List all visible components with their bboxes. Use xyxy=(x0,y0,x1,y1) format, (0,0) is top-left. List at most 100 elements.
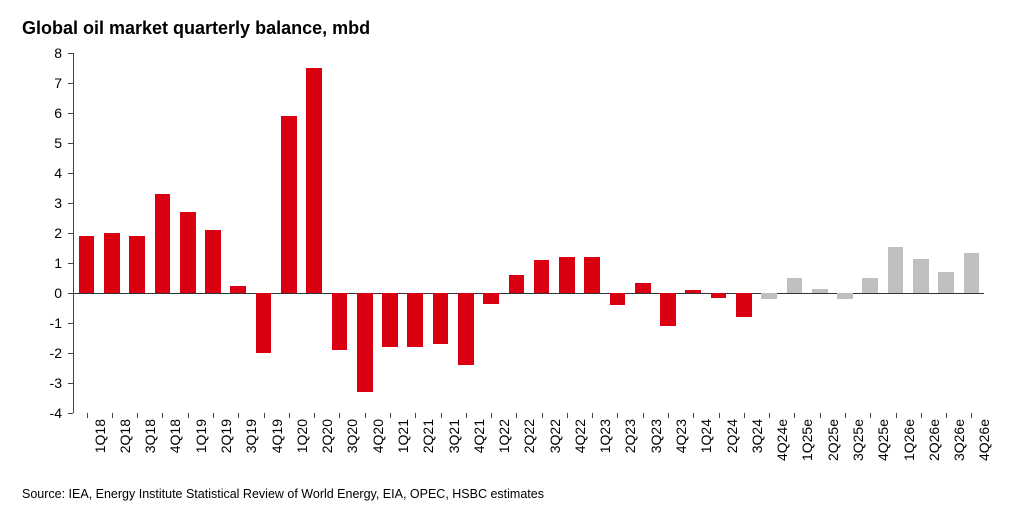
bar xyxy=(230,286,246,294)
x-tick-label: 2Q23 xyxy=(622,419,638,453)
chart-title: Global oil market quarterly balance, mbd xyxy=(22,18,1004,39)
x-tick-label: 2Q24 xyxy=(724,419,740,453)
x-tick-label: 1Q24 xyxy=(698,419,714,453)
x-tick-label: 1Q25e xyxy=(799,419,815,461)
x-tick-mark xyxy=(744,413,745,418)
y-tick-label: 6 xyxy=(54,105,62,121)
x-tick-mark xyxy=(339,413,340,418)
x-tick-mark xyxy=(264,413,265,418)
bar xyxy=(685,290,701,293)
y-tick-mark xyxy=(68,353,73,354)
y-tick-mark xyxy=(68,143,73,144)
x-tick-mark xyxy=(820,413,821,418)
x-tick-label: 3Q25e xyxy=(850,419,866,461)
x-tick-mark xyxy=(238,413,239,418)
x-tick-label: 3Q19 xyxy=(243,419,259,453)
bar xyxy=(635,283,651,294)
y-tick-label: -2 xyxy=(50,345,62,361)
x-tick-label: 3Q20 xyxy=(344,419,360,453)
x-tick-label: 1Q22 xyxy=(496,419,512,453)
x-tick-mark xyxy=(188,413,189,418)
x-tick-mark xyxy=(213,413,214,418)
y-tick-mark xyxy=(68,413,73,414)
x-tick-mark xyxy=(870,413,871,418)
x-tick-label: 2Q21 xyxy=(420,419,436,453)
x-tick-mark xyxy=(567,413,568,418)
x-tick-label: 3Q23 xyxy=(648,419,664,453)
x-tick-mark xyxy=(441,413,442,418)
y-tick-label: 5 xyxy=(54,135,62,151)
bar xyxy=(812,289,828,294)
bar xyxy=(534,260,550,293)
y-tick-label: 2 xyxy=(54,225,62,241)
x-tick-label: 1Q20 xyxy=(294,419,310,453)
x-tick-label: 1Q19 xyxy=(193,419,209,453)
y-tick-mark xyxy=(68,113,73,114)
x-tick-label: 3Q26e xyxy=(951,419,967,461)
chart-container: Global oil market quarterly balance, mbd… xyxy=(0,0,1024,513)
x-tick-mark xyxy=(365,413,366,418)
y-tick-label: -4 xyxy=(50,405,62,421)
x-tick-label: 4Q25e xyxy=(875,419,891,461)
x-tick-label: 4Q23 xyxy=(673,419,689,453)
bar xyxy=(104,233,120,293)
plot-area: -4-3-2-1012345678 1Q182Q183Q184Q181Q192Q… xyxy=(24,53,984,413)
x-tick-mark xyxy=(971,413,972,418)
y-axis: -4-3-2-1012345678 xyxy=(24,53,68,413)
bar xyxy=(155,194,171,293)
y-tick-label: 4 xyxy=(54,165,62,181)
x-tick-mark xyxy=(491,413,492,418)
x-tick-mark xyxy=(794,413,795,418)
x-tick-label: 2Q22 xyxy=(521,419,537,453)
bar xyxy=(559,257,575,293)
x-tick-mark xyxy=(390,413,391,418)
x-tick-mark xyxy=(769,413,770,418)
x-tick-mark xyxy=(668,413,669,418)
bar xyxy=(205,230,221,293)
x-tick-mark xyxy=(415,413,416,418)
x-tick-label: 2Q18 xyxy=(117,419,133,453)
bar xyxy=(382,293,398,347)
y-tick-label: 0 xyxy=(54,285,62,301)
bar xyxy=(332,293,348,350)
bar xyxy=(407,293,423,347)
bar xyxy=(787,278,803,293)
bar xyxy=(433,293,449,344)
x-tick-mark xyxy=(617,413,618,418)
x-tick-mark xyxy=(314,413,315,418)
y-tick-mark xyxy=(68,53,73,54)
bar xyxy=(357,293,373,392)
bar xyxy=(610,293,626,305)
x-tick-label: 1Q23 xyxy=(597,419,613,453)
x-tick-label: 4Q18 xyxy=(167,419,183,453)
bar xyxy=(584,257,600,293)
x-tick-mark xyxy=(921,413,922,418)
x-tick-mark xyxy=(719,413,720,418)
x-tick-mark xyxy=(162,413,163,418)
bar xyxy=(888,247,904,294)
x-tick-label: 2Q20 xyxy=(319,419,335,453)
bar xyxy=(938,272,954,293)
y-tick-mark xyxy=(68,83,73,84)
x-tick-mark xyxy=(542,413,543,418)
x-tick-mark xyxy=(845,413,846,418)
x-tick-label: 3Q21 xyxy=(446,419,462,453)
y-tick-mark xyxy=(68,383,73,384)
x-tick-mark xyxy=(289,413,290,418)
x-tick-mark xyxy=(946,413,947,418)
x-tick-label: 4Q24e xyxy=(774,419,790,461)
bar xyxy=(256,293,272,353)
y-tick-label: 7 xyxy=(54,75,62,91)
y-tick-mark xyxy=(68,263,73,264)
x-tick-label: 4Q22 xyxy=(572,419,588,453)
x-tick-label: 3Q18 xyxy=(142,419,158,453)
bar xyxy=(862,278,878,293)
x-tick-mark xyxy=(643,413,644,418)
x-tick-mark xyxy=(112,413,113,418)
x-tick-label: 4Q21 xyxy=(471,419,487,453)
y-tick-label: -1 xyxy=(50,315,62,331)
y-tick-mark xyxy=(68,323,73,324)
x-tick-mark xyxy=(592,413,593,418)
x-tick-mark xyxy=(693,413,694,418)
x-tick-label: 2Q26e xyxy=(926,419,942,461)
